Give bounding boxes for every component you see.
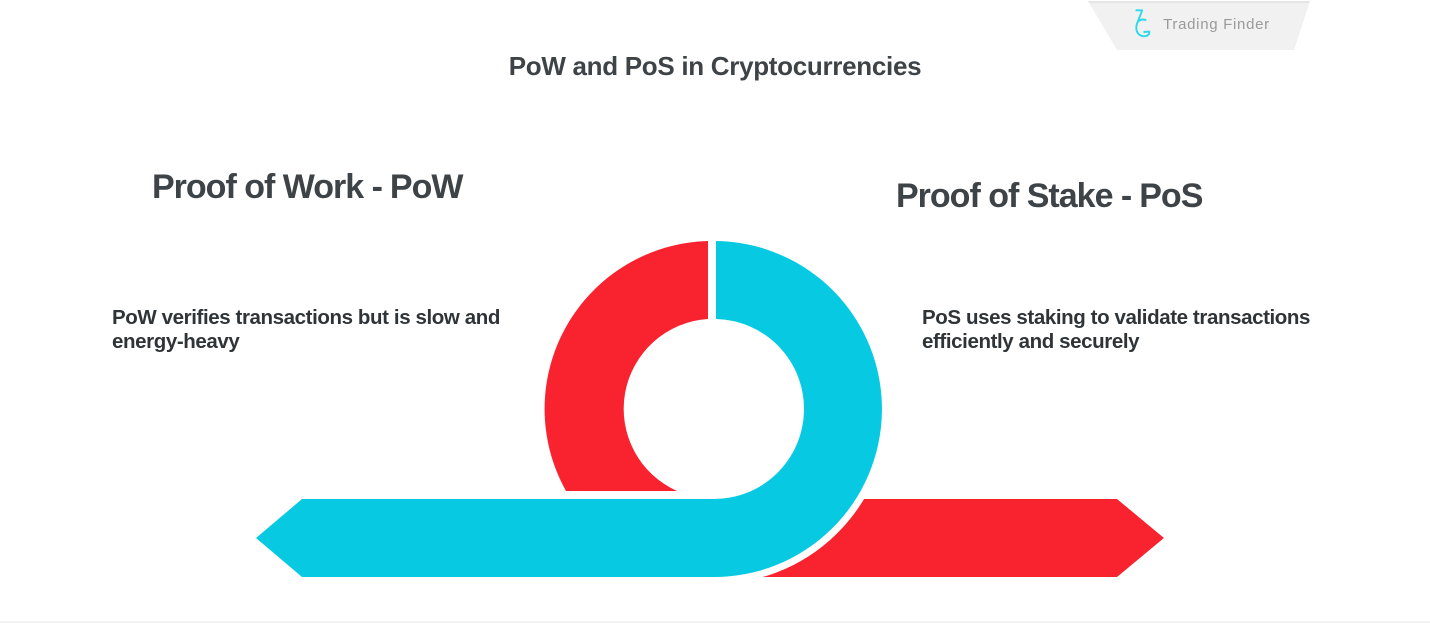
trading-finder-icon [1135,9,1151,38]
pow-description: PoW verifies transactions but is slow an… [112,306,500,354]
pow-heading-prefix: Proof of Work - [152,168,383,206]
pow-arrow-right [762,499,1164,577]
page-title: PoW and PoS in Cryptocurrencies [508,51,922,81]
pos-heading: Proof of Stake - PoS [896,177,1203,216]
pos-loop-arrow-left [249,234,889,585]
pow-heading: Proof of Work - PoW [152,168,464,207]
bottom-edge-divider [0,621,1430,623]
pow-heading-abbr: PoW [389,168,464,206]
logo-badge: Trading Finder [1088,1,1310,50]
pos-heading-prefix: Proof of Stake - [896,177,1132,215]
logo-brand-text: Trading Finder [1163,16,1270,33]
pow-ring-half [544,241,708,491]
pos-heading-abbr: PoS [1139,177,1203,215]
pos-description: PoS uses staking to validate transaction… [922,306,1311,354]
